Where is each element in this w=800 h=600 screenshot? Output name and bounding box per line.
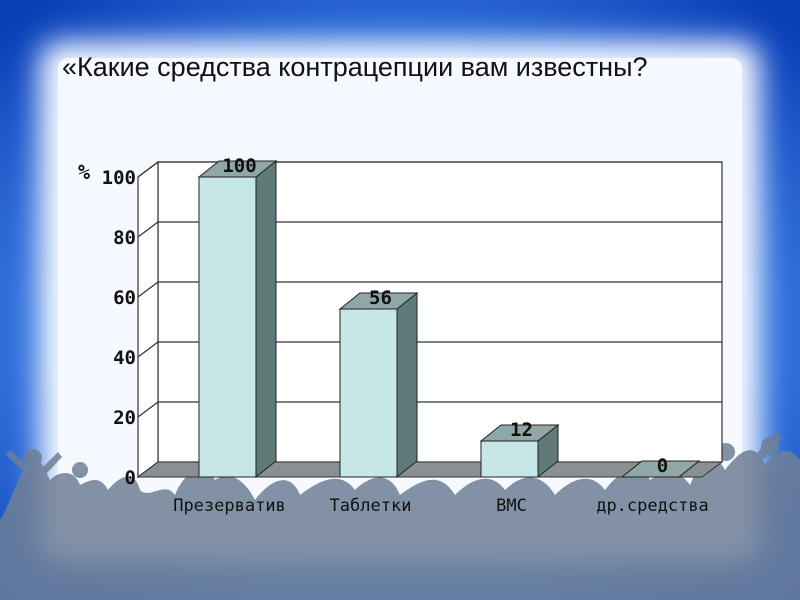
data-label: 100 — [222, 155, 256, 177]
data-label: 12 — [510, 419, 533, 441]
bar — [480, 440, 539, 478]
x-tick-label: Презерватив — [173, 496, 286, 516]
gridline-side — [137, 401, 159, 418]
bar-chart: 0 20 40 60 80 100 Презерватив Таблетки ВМС др.ср… — [78, 155, 724, 516]
data-label: 0 — [657, 455, 668, 477]
x-tick-label: др.средства — [596, 496, 709, 516]
x-tick-label: Таблетки — [330, 496, 412, 516]
y-tick-label: 40 — [113, 347, 136, 369]
x-tick-label: ВМС — [496, 496, 527, 516]
bar — [339, 308, 398, 478]
data-labels: 100 56 12 0 — [222, 155, 668, 477]
bar-side — [396, 291, 418, 479]
y-tick-labels: 0 20 40 60 80 100 — [102, 167, 136, 489]
bars — [197, 159, 701, 479]
x-tick-labels: Презерватив Таблетки ВМС др.средства — [173, 496, 709, 516]
y-axis-label: % — [78, 160, 90, 184]
gridline-side — [137, 221, 159, 238]
y-tick-label: 20 — [113, 407, 136, 429]
y-tick-label: 0 — [125, 467, 136, 489]
gridline-side — [137, 281, 159, 298]
gridline-side — [137, 341, 159, 358]
bar — [198, 176, 257, 478]
y-tick-label: 60 — [113, 287, 136, 309]
gridline-side — [137, 161, 159, 178]
side-wall — [137, 160, 159, 479]
y-tick-label: 100 — [102, 167, 136, 189]
bar-side — [255, 159, 277, 479]
y-tick-label: 80 — [113, 227, 136, 249]
slide-title: «Какие средства контрацепции вам известн… — [62, 52, 648, 82]
data-label: 56 — [369, 287, 392, 309]
